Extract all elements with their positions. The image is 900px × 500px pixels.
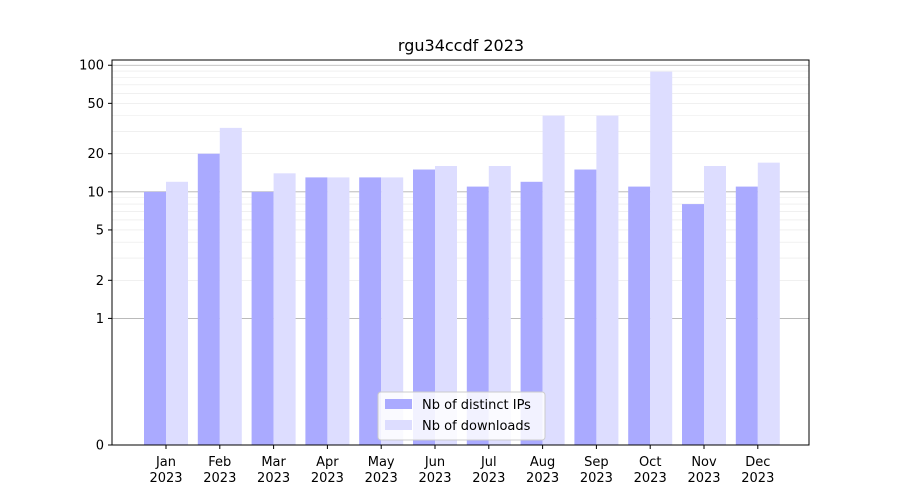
x-tick-label: Mar 2023	[257, 455, 290, 486]
x-tick-label: Apr 2023	[311, 455, 344, 486]
x-tick-label: Oct 2023	[634, 455, 667, 486]
y-tick-label: 10	[87, 185, 104, 200]
legend-box	[377, 391, 546, 441]
y-tick-label: 5	[96, 223, 104, 238]
bar-distinct-ips	[413, 169, 435, 445]
bar-downloads	[166, 181, 188, 445]
y-tick-label: 1	[96, 312, 104, 327]
y-tick-label: 2	[96, 274, 104, 289]
bar-distinct-ips	[735, 186, 758, 446]
y-tick-label: 50	[87, 97, 104, 112]
bar-downloads	[488, 165, 511, 446]
bar-distinct-ips	[628, 186, 651, 446]
legend: Nb of distinct IPs Nb of downloads	[377, 391, 546, 441]
y-tick-label: 20	[87, 147, 104, 162]
x-tick-label: Jun 2023	[418, 455, 451, 486]
x-tick-label: Jul 2023	[472, 455, 505, 486]
bar-distinct-ips	[305, 177, 328, 446]
x-tick-label: Nov 2023	[687, 455, 720, 486]
bar-downloads	[219, 127, 242, 445]
x-tick-label: Dec 2023	[741, 455, 774, 486]
bar-distinct-ips	[466, 186, 489, 446]
bar-distinct-ips	[359, 177, 382, 446]
bar-distinct-ips	[144, 191, 166, 445]
y-axis: 0 1 2 5 10 20 50 100	[79, 59, 112, 454]
x-tick-label: Aug 2023	[526, 455, 559, 486]
bar-distinct-ips	[574, 169, 597, 445]
x-tick-label: Feb 2023	[203, 455, 236, 486]
x-tick-label: Sep 2023	[580, 455, 613, 486]
bar-downloads	[381, 177, 404, 446]
bar-downloads	[542, 115, 565, 445]
x-tick-label: Jan 2023	[149, 455, 182, 486]
bar-downloads	[757, 162, 780, 445]
bar-distinct-ips	[520, 181, 543, 445]
legend-label: Nb of downloads	[422, 419, 531, 434]
chart-title: rgu34ccdf 2023	[398, 36, 524, 55]
legend-swatch	[385, 399, 412, 409]
bar-downloads	[435, 165, 457, 446]
bar-downloads	[704, 165, 726, 446]
bar-downloads	[650, 71, 673, 446]
y-tick-label: 100	[79, 59, 104, 74]
legend-swatch	[385, 420, 412, 430]
bar-distinct-ips	[197, 153, 220, 446]
y-tick-label: 0	[96, 439, 104, 454]
bars	[144, 71, 780, 446]
x-tick-label: May 2023	[365, 455, 398, 486]
bar-downloads	[327, 177, 350, 446]
bar-distinct-ips	[682, 204, 704, 445]
bar-downloads	[273, 173, 296, 445]
legend-label: Nb of distinct IPs	[422, 398, 531, 413]
plot-frame	[111, 59, 810, 446]
bar-distinct-ips	[251, 191, 274, 445]
bar-downloads	[596, 115, 619, 445]
x-axis: Jan 2023 Feb 2023 Mar 2023 Apr 2023 May 2023 Jun 20…	[149, 445, 774, 486]
